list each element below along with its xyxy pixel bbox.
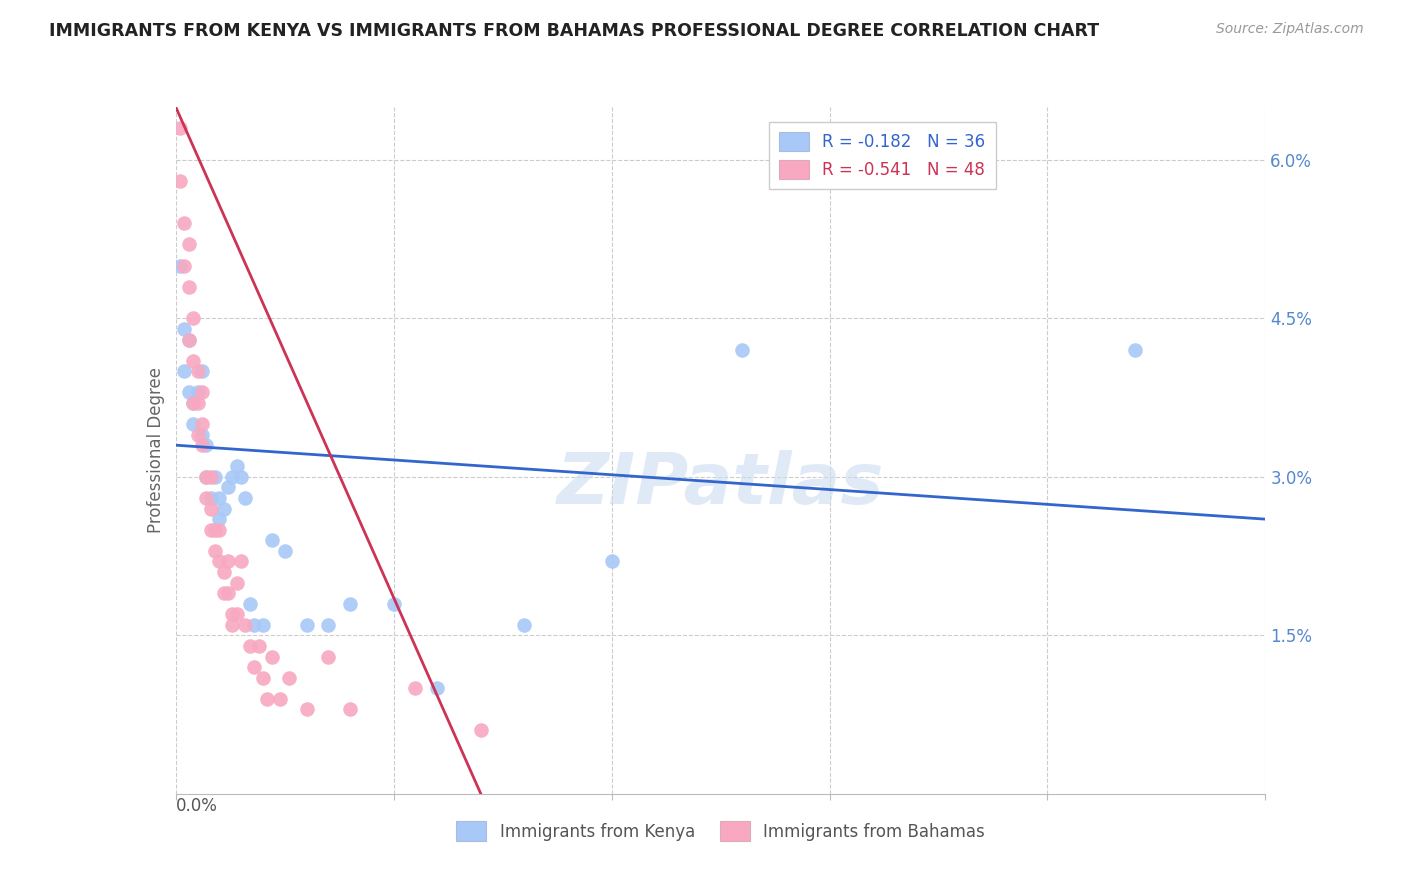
Point: [169, 121, 191, 136]
Point: [173, 322, 195, 336]
Point: [204, 470, 226, 484]
Point: [269, 691, 291, 706]
Point: [186, 364, 209, 378]
Point: [231, 470, 253, 484]
Y-axis label: Professional Degree: Professional Degree: [146, 368, 165, 533]
Point: [195, 438, 218, 452]
Point: [295, 617, 318, 632]
Point: [186, 396, 209, 410]
Point: [191, 385, 214, 400]
Point: [217, 586, 239, 600]
Point: [260, 533, 283, 548]
Point: [177, 237, 200, 252]
Point: [204, 523, 226, 537]
Point: [186, 427, 209, 442]
Point: [177, 385, 200, 400]
Point: [295, 702, 318, 716]
Point: [200, 491, 222, 505]
Text: Source: ZipAtlas.com: Source: ZipAtlas.com: [1216, 22, 1364, 37]
Point: [200, 523, 222, 537]
Point: [225, 607, 247, 622]
Point: [731, 343, 754, 357]
Text: IMMIGRANTS FROM KENYA VS IMMIGRANTS FROM BAHAMAS PROFESSIONAL DEGREE CORRELATION: IMMIGRANTS FROM KENYA VS IMMIGRANTS FROM…: [49, 22, 1099, 40]
Point: [339, 702, 361, 716]
Point: [208, 512, 231, 526]
Point: [169, 259, 191, 273]
Point: [217, 480, 239, 494]
Point: [239, 597, 262, 611]
Point: [339, 597, 361, 611]
Point: [235, 491, 257, 505]
Point: [252, 671, 274, 685]
Point: [1123, 343, 1146, 357]
Point: [513, 617, 536, 632]
Point: [181, 417, 204, 431]
Point: [274, 544, 297, 558]
Point: [225, 459, 247, 474]
Point: [225, 575, 247, 590]
Point: [208, 554, 231, 568]
Point: [600, 554, 623, 568]
Point: [208, 491, 231, 505]
Text: ZIPatlas: ZIPatlas: [557, 450, 884, 519]
Point: [195, 470, 218, 484]
Point: [221, 607, 243, 622]
Point: [191, 438, 214, 452]
Point: [212, 565, 235, 579]
Point: [405, 681, 427, 696]
Point: [221, 470, 243, 484]
Point: [191, 417, 214, 431]
Legend: Immigrants from Kenya, Immigrants from Bahamas: Immigrants from Kenya, Immigrants from B…: [450, 814, 991, 847]
Point: [256, 691, 278, 706]
Point: [470, 723, 492, 738]
Point: [426, 681, 449, 696]
Point: [212, 586, 235, 600]
Point: [177, 333, 200, 347]
Point: [243, 660, 266, 674]
Point: [177, 279, 200, 293]
Point: [191, 364, 214, 378]
Point: [200, 501, 222, 516]
Point: [181, 396, 204, 410]
Point: [382, 597, 405, 611]
Point: [208, 523, 231, 537]
Point: [169, 174, 191, 188]
Point: [191, 427, 214, 442]
Point: [173, 364, 195, 378]
Point: [204, 544, 226, 558]
Point: [181, 353, 204, 368]
Point: [200, 470, 222, 484]
Point: [195, 491, 218, 505]
Point: [243, 617, 266, 632]
Point: [181, 311, 204, 326]
Point: [318, 617, 340, 632]
Text: 0.0%: 0.0%: [176, 797, 218, 815]
Point: [195, 470, 218, 484]
Point: [173, 259, 195, 273]
Point: [235, 617, 257, 632]
Point: [239, 639, 262, 653]
Point: [212, 501, 235, 516]
Point: [181, 396, 204, 410]
Point: [217, 554, 239, 568]
Point: [247, 639, 270, 653]
Point: [173, 216, 195, 230]
Point: [252, 617, 274, 632]
Point: [186, 385, 209, 400]
Point: [177, 333, 200, 347]
Point: [231, 554, 253, 568]
Point: [260, 649, 283, 664]
Point: [278, 671, 301, 685]
Point: [221, 617, 243, 632]
Point: [318, 649, 340, 664]
